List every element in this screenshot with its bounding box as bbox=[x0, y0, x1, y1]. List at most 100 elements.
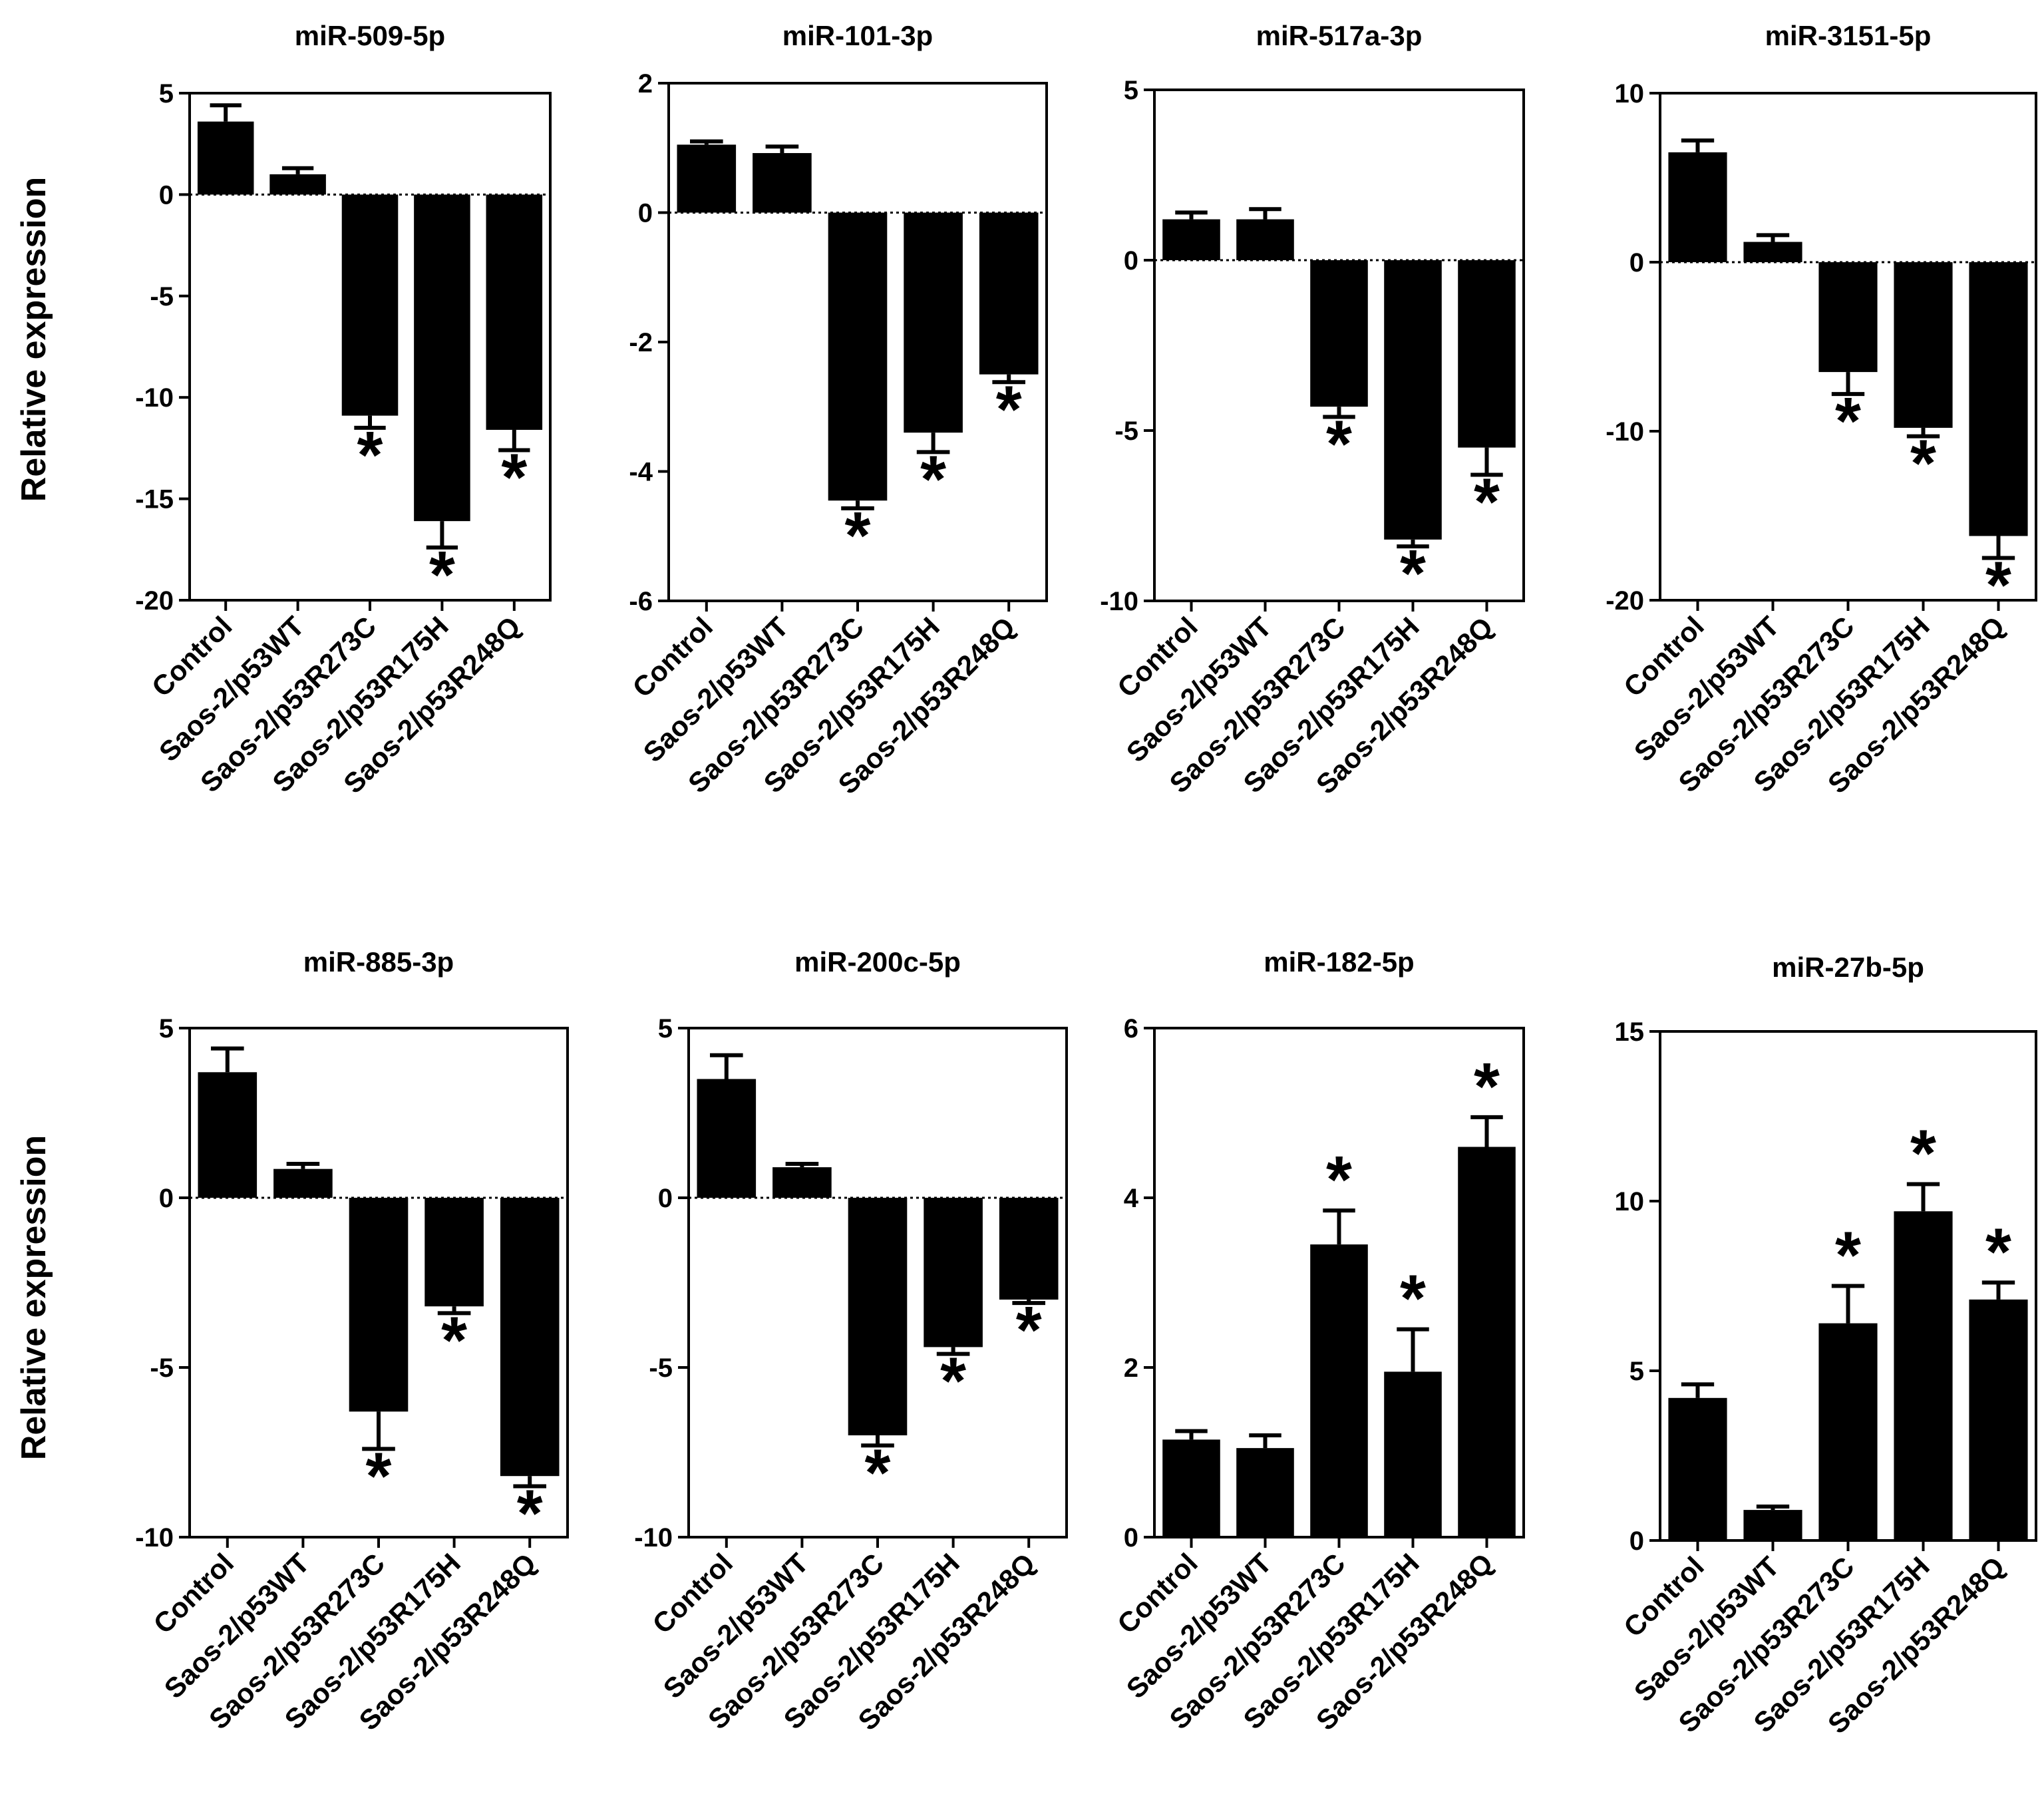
significance-star: * bbox=[357, 418, 383, 492]
y-tick-label: -5 bbox=[150, 282, 174, 311]
y-tick-label: -15 bbox=[135, 485, 174, 514]
bar bbox=[341, 194, 399, 416]
bar bbox=[828, 212, 888, 501]
bar bbox=[1818, 262, 1878, 373]
y-tick-label: -5 bbox=[1114, 417, 1138, 446]
significance-star: * bbox=[940, 1344, 966, 1419]
y-tick-label: 5 bbox=[1629, 1357, 1644, 1386]
bar bbox=[924, 1198, 983, 1348]
bar bbox=[198, 1072, 257, 1198]
y-tick-label: -2 bbox=[629, 328, 653, 357]
bar bbox=[1894, 1211, 1953, 1540]
bar bbox=[500, 1198, 560, 1477]
bar bbox=[1668, 152, 1727, 262]
y-tick-label: 5 bbox=[1124, 76, 1138, 105]
bar bbox=[1743, 242, 1802, 262]
y-tick-label: -20 bbox=[1606, 586, 1644, 616]
bar bbox=[273, 1169, 333, 1198]
significance-star: * bbox=[1474, 1049, 1500, 1124]
chart-title: miR-3151-5p bbox=[1765, 20, 1932, 51]
bar bbox=[425, 1198, 484, 1307]
bar bbox=[1236, 1448, 1294, 1537]
y-tick-label: 2 bbox=[1124, 1353, 1138, 1383]
y-tick-label: 0 bbox=[658, 1184, 673, 1213]
bar bbox=[1236, 219, 1294, 260]
bar bbox=[1668, 1397, 1727, 1540]
significance-star: * bbox=[1016, 1293, 1042, 1367]
panels: miR-509-5p***50-5-10-15-20ControlSaos-2/… bbox=[135, 20, 2037, 1739]
y-tick-label: 0 bbox=[159, 1184, 174, 1213]
significance-star: * bbox=[996, 372, 1022, 447]
chart-title: miR-182-5p bbox=[1264, 946, 1414, 978]
y-tick-label: -5 bbox=[649, 1353, 673, 1383]
bar bbox=[904, 212, 963, 433]
row1-ylabel: Relative expression bbox=[15, 177, 53, 502]
chart-panel-5: miR-885-3p***50-5-10ControlSaos-2/p53WTS… bbox=[135, 946, 569, 1736]
y-tick-label: -6 bbox=[629, 587, 653, 616]
significance-star: * bbox=[1326, 407, 1352, 482]
bar bbox=[1743, 1510, 1802, 1540]
bar bbox=[486, 194, 543, 430]
y-tick-label: -10 bbox=[135, 383, 174, 413]
chart-title: miR-200c-5p bbox=[794, 946, 961, 978]
chart-title: miR-509-5p bbox=[295, 20, 445, 51]
y-tick-label: 4 bbox=[1124, 1184, 1139, 1213]
y-tick-label: 0 bbox=[1629, 248, 1644, 277]
y-tick-label: -20 bbox=[135, 586, 174, 616]
significance-star: * bbox=[1985, 1214, 2011, 1289]
y-tick-label: 15 bbox=[1615, 1017, 1645, 1047]
bar bbox=[1384, 1371, 1442, 1537]
bar bbox=[999, 1198, 1059, 1300]
bar bbox=[979, 212, 1039, 375]
significance-star: * bbox=[501, 440, 527, 514]
bar bbox=[1458, 260, 1516, 448]
significance-star: * bbox=[1400, 536, 1426, 611]
y-tick-label: -4 bbox=[629, 458, 653, 487]
y-tick-label: 0 bbox=[1629, 1527, 1644, 1556]
significance-star: * bbox=[920, 442, 946, 516]
significance-star: * bbox=[1910, 427, 1936, 501]
significance-star: * bbox=[441, 1303, 467, 1377]
y-tick-label: -10 bbox=[1606, 417, 1644, 447]
y-tick-label: 0 bbox=[159, 180, 174, 210]
y-tick-label: 6 bbox=[1124, 1014, 1138, 1043]
chart-title: miR-27b-5p bbox=[1772, 952, 1924, 983]
significance-star: * bbox=[366, 1439, 392, 1513]
bar bbox=[1969, 1299, 2028, 1540]
y-tick-label: -10 bbox=[1100, 587, 1138, 616]
y-tick-label: 10 bbox=[1615, 1187, 1645, 1216]
chart-panel-6: miR-200c-5p***50-5-10ControlSaos-2/p53WT… bbox=[634, 946, 1068, 1736]
bar bbox=[1162, 219, 1220, 260]
significance-star: * bbox=[865, 1435, 891, 1510]
chart-panel-1: miR-509-5p***50-5-10-15-20ControlSaos-2/… bbox=[135, 20, 552, 799]
chart-panel-8: miR-27b-5p***151050ControlSaos-2/p53WTSa… bbox=[1615, 952, 2037, 1739]
y-tick-label: 0 bbox=[1124, 1523, 1138, 1552]
bar bbox=[1384, 260, 1442, 540]
bar bbox=[753, 153, 812, 213]
significance-star: * bbox=[1474, 465, 1500, 540]
chart-title: miR-101-3p bbox=[782, 20, 933, 51]
bar bbox=[414, 194, 470, 522]
bar bbox=[349, 1198, 409, 1412]
y-tick-label: -10 bbox=[634, 1523, 673, 1552]
bar bbox=[269, 174, 326, 195]
bar bbox=[677, 144, 737, 213]
chart-panel-2: miR-101-3p***20-2-4-6ControlSaos-2/p53WT… bbox=[626, 20, 1048, 800]
y-tick-label: 5 bbox=[658, 1014, 673, 1043]
bar bbox=[1162, 1439, 1220, 1537]
y-tick-label: 5 bbox=[159, 1014, 174, 1043]
significance-star: * bbox=[1326, 1143, 1352, 1217]
chart-panel-7: miR-182-5p***6420ControlSaos-2/p53WTSaos… bbox=[1111, 946, 1525, 1736]
bar bbox=[772, 1167, 832, 1198]
chart-title: miR-517a-3p bbox=[1256, 20, 1423, 51]
row2-ylabel: Relative expression bbox=[15, 1135, 53, 1460]
y-tick-label: 5 bbox=[159, 79, 174, 108]
significance-star: * bbox=[1835, 384, 1861, 458]
significance-star: * bbox=[1835, 1218, 1861, 1293]
bar bbox=[848, 1198, 908, 1435]
y-tick-label: 10 bbox=[1615, 79, 1645, 108]
bar bbox=[1458, 1147, 1516, 1537]
y-tick-label: 0 bbox=[1124, 246, 1138, 275]
significance-star: * bbox=[1910, 1117, 1936, 1191]
